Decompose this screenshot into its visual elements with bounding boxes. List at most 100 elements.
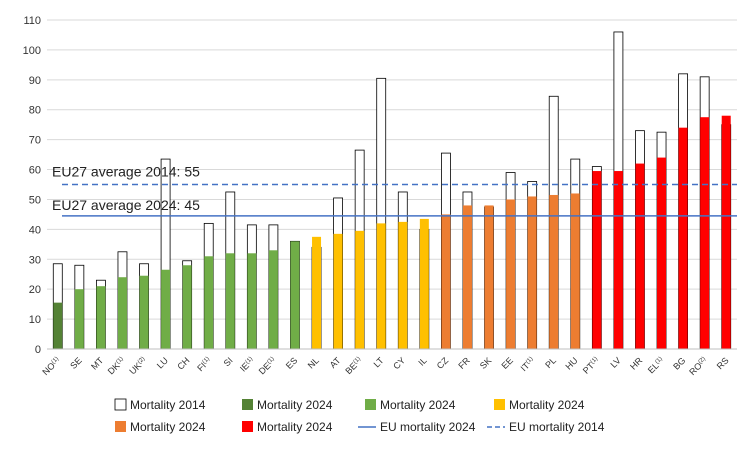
reference-line-label: EU27 average 2024: 45	[52, 197, 200, 213]
x-tick-label: IL	[416, 355, 428, 367]
bar-2024-se	[74, 289, 84, 349]
bar-2024-ie	[247, 253, 257, 349]
x-tick-label-text: HU	[563, 355, 579, 371]
bar-2024-lv	[613, 171, 623, 349]
x-tick-label-text: SK	[478, 355, 494, 371]
legend-label: Mortality 2024	[130, 420, 206, 434]
x-tick-label: CH	[175, 355, 191, 371]
y-tick-label: 20	[29, 284, 41, 296]
x-tick-label: BE(1)	[343, 355, 364, 376]
x-tick-label: AT	[328, 355, 343, 370]
x-tick-label: ES	[284, 355, 300, 371]
x-tick-label: NO(1)	[40, 355, 62, 377]
legend-label: Mortality 2024	[257, 398, 333, 412]
x-tick-label-text: LV	[608, 355, 622, 369]
x-tick-label: RS	[715, 355, 731, 371]
y-tick-label: 60	[29, 165, 41, 177]
bar-2024-ee	[506, 199, 516, 349]
legend-swatch-fill	[115, 421, 126, 432]
x-tick-label: FR	[456, 355, 472, 371]
x-tick-label: DE(1)	[257, 355, 278, 376]
bar-2024-lt	[376, 223, 386, 349]
legend-label: Mortality 2014	[130, 398, 206, 412]
x-tick-label: SK	[478, 355, 494, 371]
x-tick-label: FI(1)	[195, 355, 213, 373]
bar-2024-fr	[462, 205, 472, 349]
legend-label: Mortality 2024	[257, 420, 333, 434]
bar-2024-it	[527, 196, 537, 349]
legend-label: Mortality 2024	[380, 398, 456, 412]
x-tick-label: LV	[608, 355, 622, 369]
bar-2024-ro	[700, 117, 710, 349]
y-tick-label: 30	[29, 254, 41, 266]
legend-swatch-fill	[494, 399, 505, 410]
x-tick-label-text: MT	[89, 355, 106, 372]
y-tick-label: 90	[29, 75, 41, 87]
x-tick-label-text: IL	[416, 355, 428, 367]
legend: Mortality 2014 Mortality 2024 Mortality 20…	[114, 398, 605, 434]
bar-2024-be	[355, 230, 365, 349]
x-tick-label: RO(2)	[687, 355, 709, 377]
x-tick-label-text: CH	[175, 355, 191, 371]
x-tick-label: HU	[563, 355, 579, 371]
x-tick-label: CY	[391, 355, 407, 371]
x-tick-label: MT	[89, 355, 106, 372]
x-tick-label-superscript: (2)	[698, 356, 707, 365]
bar-2024-at	[333, 233, 343, 349]
x-tick-label-text: HR	[628, 355, 645, 372]
legend-swatch-fill	[242, 421, 253, 432]
legend-label: Mortality 2024	[509, 398, 585, 412]
x-tick-label: EL(1)	[646, 355, 666, 375]
y-tick-label: 50	[29, 194, 41, 206]
bar-2024-cy	[398, 221, 408, 349]
x-tick-label: SI	[222, 355, 235, 368]
bar-2024-bg	[678, 127, 688, 349]
bar-2024-pt	[592, 171, 602, 349]
x-tick-label: DK(1)	[106, 355, 127, 376]
bar-2024-mt	[96, 286, 106, 349]
x-tick-label: NL	[306, 355, 321, 370]
y-tick-label: 80	[29, 105, 41, 117]
bar-2024-hu	[570, 193, 580, 349]
x-tick-label-superscript: (1)	[525, 356, 534, 365]
x-tick-label-superscript: (1)	[654, 356, 663, 365]
bar-2024-fi	[204, 256, 214, 349]
x-tick-label-superscript: (1)	[51, 356, 60, 365]
bar-2024-hr	[635, 163, 645, 349]
bar-2024-cz	[441, 214, 451, 349]
x-tick-label-text: FR	[456, 355, 472, 371]
bar-2024-sk	[484, 205, 494, 349]
x-tick-label-superscript: (2)	[137, 356, 146, 365]
x-tick-label-text: AT	[328, 355, 343, 370]
bars	[52, 31, 732, 350]
x-tick-label: IE(1)	[238, 355, 256, 373]
x-tick-label-text: PL	[543, 355, 558, 370]
x-tick-label: PT(1)	[581, 355, 601, 375]
bar-2024-ch	[182, 265, 192, 349]
reference-lines: EU27 average 2024: 45 EU27 average 2014: …	[52, 164, 737, 217]
bar-2024-si	[225, 253, 235, 349]
bar-2024-no	[53, 302, 63, 349]
x-tick-label: LT	[372, 355, 386, 369]
legend-swatch-fill	[242, 399, 253, 410]
x-tick-label-text: LU	[155, 355, 170, 370]
y-tick-label: 40	[29, 224, 41, 236]
x-tick-label-text: SI	[222, 355, 235, 368]
bar-2024-de	[268, 250, 278, 349]
x-tick-label-text: BG	[671, 355, 687, 371]
bar-2024-rs	[721, 115, 731, 349]
x-tick-label-text: CZ	[435, 355, 451, 371]
x-tick-label: PL	[543, 355, 558, 370]
x-tick-label-superscript: (1)	[202, 356, 211, 365]
y-tick-label: 10	[29, 314, 41, 326]
x-tick-label: CZ	[435, 355, 451, 371]
x-tick-label-text: CY	[391, 355, 407, 371]
x-tick-label-superscript: (1)	[266, 356, 275, 365]
x-tick-label: EE	[499, 355, 515, 371]
x-tick-label-text: ES	[284, 355, 300, 371]
x-tick-label-superscript: (1)	[590, 356, 599, 365]
x-tick-label-superscript: (1)	[115, 356, 124, 365]
y-tick-label: 110	[23, 15, 41, 27]
x-tick-label: HR	[628, 355, 645, 372]
legend-label: EU mortality 2024	[380, 420, 476, 434]
